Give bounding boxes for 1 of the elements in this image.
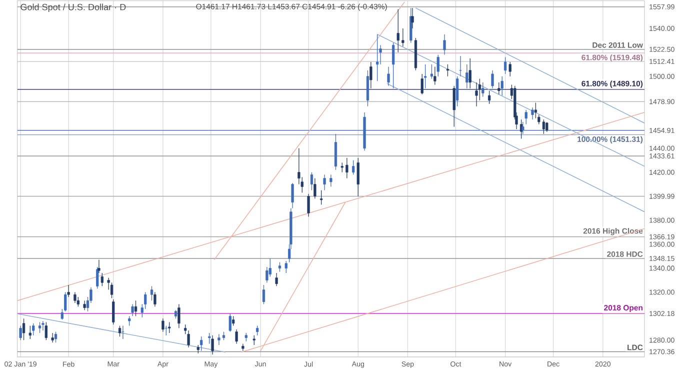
chart-title: Gold Spot / U.S. Dollar · D — [20, 4, 126, 12]
